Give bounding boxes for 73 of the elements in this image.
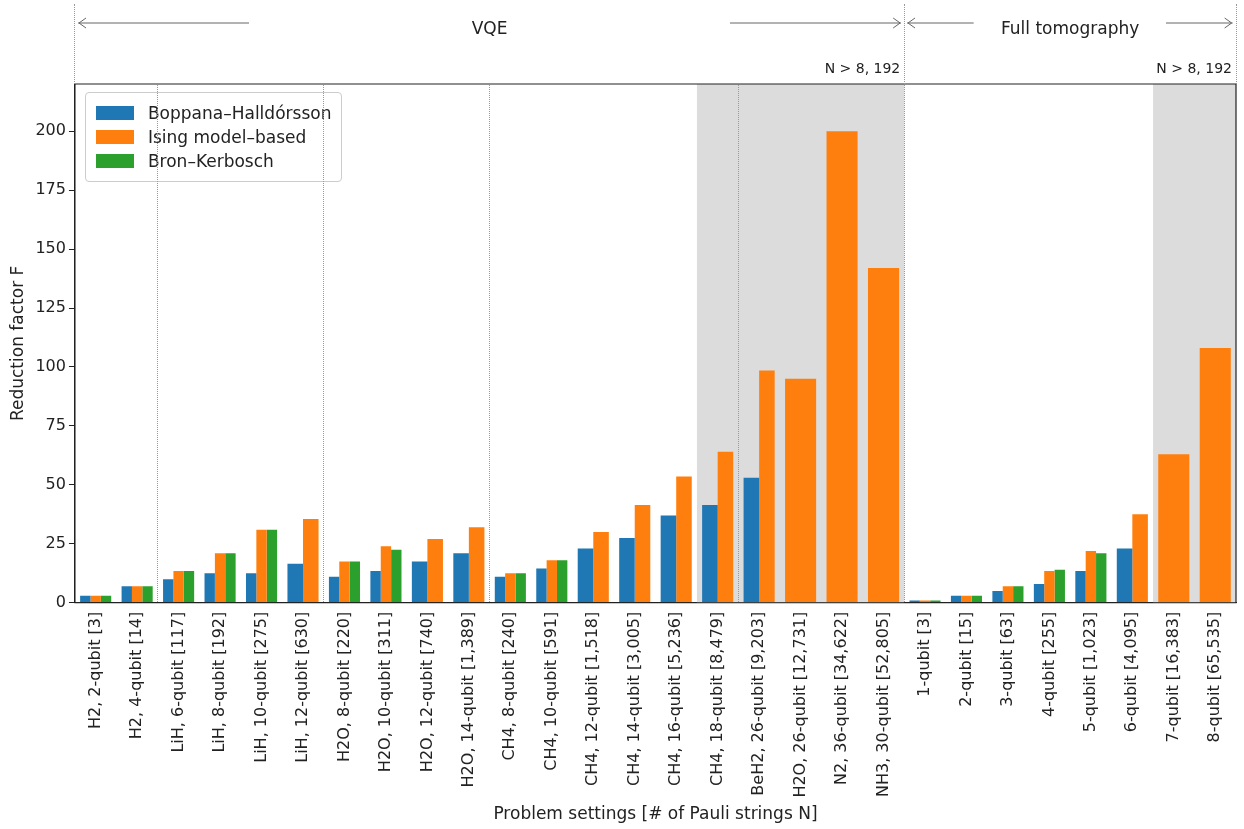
- bar: [536, 568, 547, 603]
- bar: [1002, 586, 1014, 603]
- bar: [380, 546, 392, 603]
- x-tick-label: N2, 36-qubit [34,622]: [831, 611, 851, 785]
- bar: [992, 590, 1003, 603]
- x-tick-label: LiH, 6-qubit [117]: [167, 611, 187, 753]
- y-tick-label: 100: [35, 356, 66, 376]
- x-axis-title: Problem settings [# of Pauli strings N]: [493, 803, 818, 824]
- bar: [225, 553, 236, 603]
- y-tick-label: 175: [35, 179, 66, 199]
- text: VQE: [470, 16, 509, 40]
- bar: [1075, 570, 1086, 603]
- x-tick-label: LiH, 10-qubit [275]: [250, 611, 270, 763]
- bar: [328, 576, 340, 603]
- bar: [266, 529, 278, 603]
- x-tick-label: H2, 4-qubit [14]: [126, 611, 146, 740]
- x-tick-label: 7-qubit [16,383]: [1162, 611, 1182, 743]
- x-tick-label: H2O, 10-qubit [311]: [375, 611, 395, 773]
- bar: [1013, 586, 1024, 603]
- text: Full tomography: [999, 16, 1141, 40]
- bar: [1096, 553, 1107, 603]
- y-tick-label: 125: [35, 297, 66, 317]
- bar: [121, 586, 132, 603]
- bar: [163, 579, 174, 603]
- bar: [204, 573, 215, 603]
- band-label: N > 8, 192: [1155, 60, 1232, 76]
- bar: [494, 576, 506, 603]
- x-tick-label: 1-qubit [3]: [914, 611, 934, 697]
- y-axis-title: Reduction factor F: [6, 265, 27, 422]
- x-tick-label: NH3, 30-qubit [52,805]: [872, 611, 892, 797]
- x-tick-label: BeH2, 26-qubit [9,203]: [748, 611, 768, 796]
- bar: [370, 570, 381, 603]
- x-tick-label: CH4, 14-qubit [3,005]: [623, 611, 643, 786]
- x-tick-label: CH4, 12-qubit [1,518]: [582, 611, 602, 786]
- x-tick-label: CH4, 8-qubit [240]: [499, 611, 519, 761]
- x-tick-label: CH4, 10-qubit [591]: [540, 611, 560, 771]
- bar: [1085, 550, 1097, 603]
- y-tick-label: 200: [35, 120, 66, 140]
- bar: [556, 560, 568, 603]
- bar: [183, 570, 195, 603]
- x-tick-label: CH4, 16-qubit [5,236]: [665, 611, 685, 786]
- bar: [1033, 583, 1045, 603]
- x-tick-label: H2O, 8-qubit [220]: [333, 611, 353, 762]
- legend-label: Boppana–Halldórsson: [147, 103, 332, 123]
- y-tick-label: 50: [45, 474, 66, 494]
- bar: [214, 553, 226, 603]
- y-tick-label: 75: [45, 415, 66, 435]
- y-tick-label: 150: [35, 238, 66, 258]
- x-tick-label: H2, 2-qubit [3]: [84, 611, 104, 730]
- bar: [391, 549, 402, 603]
- bar: [245, 573, 257, 603]
- x-tick-label: 5-qubit [1,023]: [1080, 611, 1100, 733]
- bar: [349, 561, 361, 603]
- x-tick-label: 2-qubit [15]: [955, 611, 975, 707]
- legend-label: Ising model–based: [147, 127, 307, 147]
- bar: [515, 573, 526, 603]
- bar: [131, 586, 143, 603]
- x-tick-label: H2O, 12-qubit [740]: [416, 611, 436, 773]
- x-tick-label: LiH, 8-qubit [192]: [209, 611, 229, 753]
- x-tick-label: 4-qubit [255]: [1038, 611, 1058, 717]
- band-label: N > 8, 192: [823, 60, 901, 76]
- x-tick-label: H2O, 26-qubit [12,731]: [789, 611, 809, 798]
- x-tick-label: CH4, 18-qubit [8,479]: [706, 611, 726, 786]
- bar: [1054, 569, 1065, 603]
- legend-label: Bron–Kerbosch: [147, 151, 274, 171]
- x-tick-label: 6-qubit [4,095]: [1121, 611, 1141, 733]
- y-tick-label: 0: [55, 591, 66, 611]
- x-tick-label: 8-qubit [65,535]: [1204, 611, 1224, 743]
- x-tick-label: H2O, 14-qubit [1,389]: [458, 611, 478, 788]
- bar: [142, 586, 153, 603]
- x-tick-label: LiH, 12-qubit [630]: [292, 611, 312, 763]
- y-tick-label: 25: [45, 532, 66, 552]
- x-tick-label: 3-qubit [63]: [997, 611, 1017, 707]
